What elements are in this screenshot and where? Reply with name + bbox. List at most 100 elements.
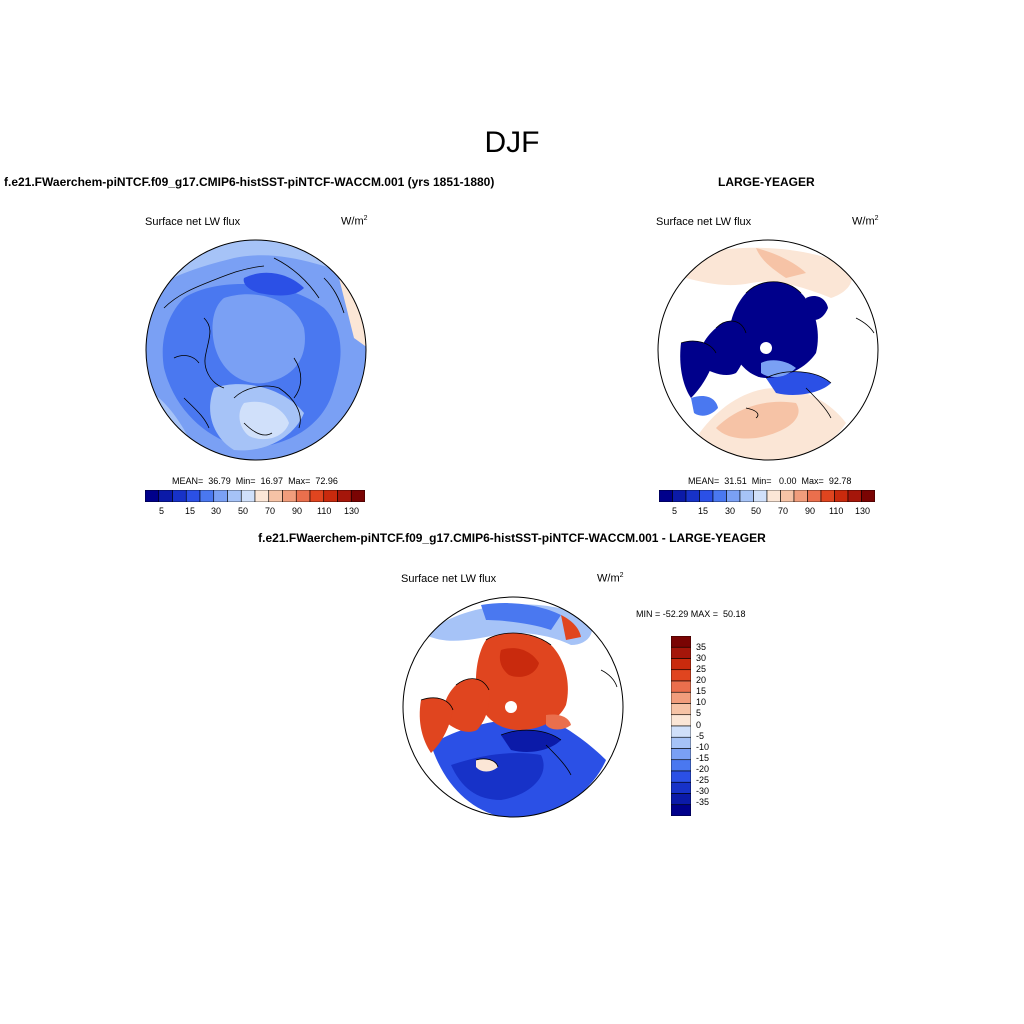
colorbar-swatch [672,490,687,502]
colorbar-swatch [671,636,691,648]
colorbar-swatch [268,490,283,502]
colorbar-tick-label: 15 [698,506,709,516]
colorbar-tick-label: 50 [238,506,249,516]
panel-model-case-title: f.e21.FWaerchem-piNTCF.f09_g17.CMIP6-his… [4,175,495,189]
colorbar-swatch [712,490,727,502]
colorbar-swatch [753,490,768,502]
panel-model-colorbar-ticks: 5 15 30 50 70 90 110 130 [145,506,365,518]
colorbar-swatch [671,703,691,716]
colorbar-swatch [807,490,822,502]
colorbar-swatch [337,490,352,502]
colorbar-swatch [671,781,691,794]
colorbar-tick-label: 5 [672,506,678,516]
colorbar-swatch [158,490,173,502]
colorbar-tick-label: -15 [696,753,710,763]
colorbar-swatch [172,490,187,502]
colorbar-swatch [227,490,242,502]
panel-obs-colorbar [659,490,875,502]
colorbar-swatch [671,691,691,704]
colorbar-swatch [671,669,691,682]
colorbar-swatch [323,490,338,502]
colorbar-swatch [350,490,365,502]
colorbar-swatch [834,490,849,502]
panel-model-polar-map [145,239,367,461]
colorbar-tick-label: -25 [696,775,710,785]
colorbar-swatch [671,793,691,806]
colorbar-tick-label: 10 [696,697,707,707]
colorbar-swatch [671,748,691,761]
panel-diff-units-label: W/m2 [597,572,624,585]
colorbar-swatch [671,680,691,693]
colorbar-tick-label: 70 [265,506,276,516]
colorbar-swatch [726,490,741,502]
colorbar-tick-label: -35 [696,797,710,807]
colorbar-swatch [847,490,862,502]
panel-model-variable-label: Surface net LW flux [145,216,241,228]
colorbar-tick-label: 70 [778,506,789,516]
colorbar-tick-label: 30 [211,506,222,516]
colorbar-tick-label: -5 [696,731,705,741]
colorbar-swatch [861,490,875,502]
figure-title: DJF [484,126,540,159]
panel-model-stats: MEAN= 36.79 Min= 16.97 Max= 72.96 [172,476,338,486]
colorbar-swatch [213,490,228,502]
panel-diff-colorbar-ticks: 35 30 25 20 15 10 5 0 -5 -10 -15 -20 -25… [696,636,726,816]
colorbar-swatch [671,804,691,816]
colorbar-swatch [240,490,256,502]
colorbar-tick-label: 15 [185,506,196,516]
colorbar-tick-label: 25 [696,664,707,674]
colorbar-swatch [671,714,691,727]
colorbar-swatch [699,490,714,502]
colorbar-tick-label: 110 [317,506,332,516]
colorbar-tick-label: 90 [292,506,303,516]
colorbar-tick-label: 50 [751,506,762,516]
colorbar-tick-label: 110 [829,506,844,516]
colorbar-swatch [145,490,160,502]
colorbar-swatch [766,490,781,502]
colorbar-tick-label: 35 [696,642,707,652]
colorbar-swatch [671,759,691,772]
colorbar-tick-label: -20 [696,764,710,774]
colorbar-swatch [671,725,691,738]
colorbar-tick-label: 130 [855,506,871,516]
colorbar-swatch [793,490,808,502]
colorbar-swatch [671,770,691,783]
colorbar-tick-label: 15 [696,686,707,696]
panel-obs-colorbar-ticks: 5 15 30 50 70 90 110 130 [659,506,875,518]
panel-obs-case-title: LARGE-YEAGER [718,175,815,189]
colorbar-swatch [685,490,700,502]
panel-obs-stats: MEAN= 31.51 Min= 0.00 Max= 92.78 [688,476,852,486]
colorbar-swatch [671,736,691,749]
colorbar-swatch [309,490,325,502]
panel-obs-variable-label: Surface net LW flux [656,216,752,228]
colorbar-tick-label: -30 [696,786,710,796]
colorbar-swatch [254,490,270,502]
panel-model-units-label: W/m2 [341,215,368,228]
colorbar-tick-label: 130 [344,506,360,516]
colorbar-tick-label: -10 [696,742,710,752]
colorbar-swatch [282,490,297,502]
panel-diff-variable-label: Surface net LW flux [401,573,497,585]
colorbar-swatch [671,646,691,659]
colorbar-swatch [185,490,201,502]
colorbar-swatch [739,490,754,502]
colorbar-swatch [659,490,673,502]
colorbar-swatch [295,490,311,502]
colorbar-tick-label: 90 [805,506,816,516]
panel-diff-case-title: f.e21.FWaerchem-piNTCF.f09_g17.CMIP6-his… [258,531,766,545]
panel-diff-stats: MIN = -52.29 MAX = 50.18 [636,609,746,619]
colorbar-swatch [199,490,215,502]
colorbar-tick-label: 5 [159,506,165,516]
colorbar-tick-label: 5 [696,708,702,718]
panel-model-colorbar [145,490,365,502]
colorbar-swatch [820,490,835,502]
colorbar-swatch [671,658,691,671]
panel-obs-units-label: W/m2 [852,215,879,228]
colorbar-tick-label: 20 [696,675,707,685]
panel-diff-polar-map [402,596,624,818]
panel-diff-colorbar [671,636,691,816]
colorbar-swatch [780,490,795,502]
colorbar-tick-label: 30 [696,653,707,663]
panel-obs-polar-map [657,239,879,461]
colorbar-tick-label: 0 [696,720,702,730]
